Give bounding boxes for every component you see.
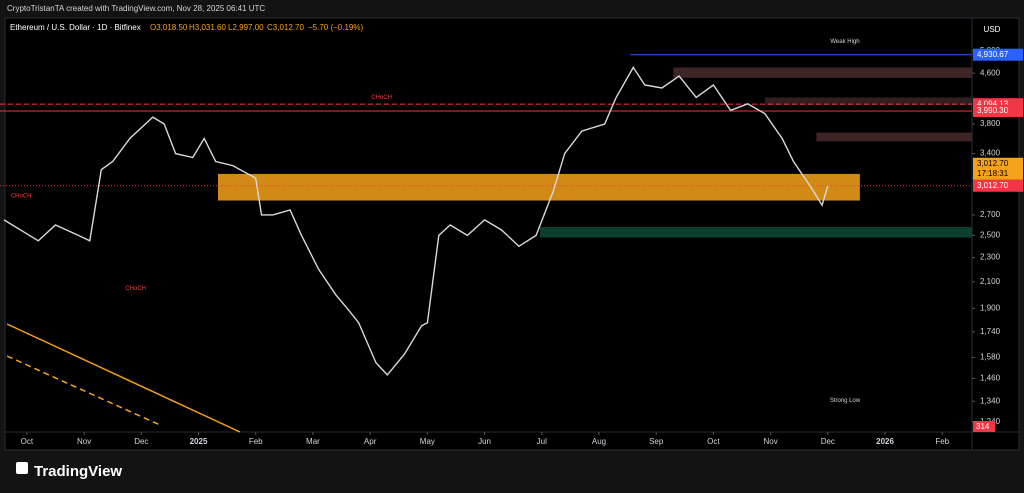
y-tick-label: 4,600 <box>980 68 1001 77</box>
annotation: Strong Low <box>830 398 861 404</box>
zone <box>217 173 860 201</box>
zone <box>540 227 972 238</box>
x-tick-label: Aug <box>592 437 606 446</box>
x-tick-label: 2025 <box>190 437 208 446</box>
chart-title: Ethereum / U.S. Dollar · 1D · Bitfinex <box>10 23 141 32</box>
y-tick-label: 2,100 <box>980 277 1001 286</box>
x-tick-label: May <box>420 437 435 446</box>
diagonals <box>6 323 241 433</box>
x-tick-label: Nov <box>764 437 778 446</box>
y-tick-label: 1,740 <box>980 327 1001 336</box>
y-tick-label: 1,900 <box>980 304 1001 313</box>
x-tick-label: Sep <box>649 437 664 446</box>
zone <box>816 132 972 142</box>
header: CryptoTristanTA created with TradingView… <box>7 4 265 13</box>
x-tick-label: Jul <box>537 437 547 446</box>
y-tick-label: 3,800 <box>980 119 1001 128</box>
annotation: CHoCH <box>11 193 32 199</box>
change: −5.70 (−0.19%) <box>308 23 363 32</box>
zone <box>673 67 972 78</box>
price-label: 3,990.30 <box>977 106 1009 115</box>
price-label: 3,012.70 <box>977 181 1009 190</box>
y-tick-label: 1,580 <box>980 353 1001 362</box>
price-label: 4,094.13 <box>977 99 1009 108</box>
countdown: 17:18:31 <box>977 169 1009 178</box>
footer-logo: TradingView <box>34 463 122 480</box>
annotation: CHoCH <box>125 286 146 292</box>
y-tick-label: 3,400 <box>980 149 1001 158</box>
x-tick-label: 2026 <box>876 437 894 446</box>
y-tick-label: 1,460 <box>980 374 1001 383</box>
x-tick-label: Feb <box>935 437 949 446</box>
zone <box>764 97 972 106</box>
ohlc-value: L2,997.00 <box>228 23 264 32</box>
trend-line <box>6 323 241 433</box>
x-tick-label: Oct <box>21 437 34 446</box>
x-tick-label: Dec <box>821 437 835 446</box>
trend-line <box>6 355 161 426</box>
currency: USD <box>984 25 1001 34</box>
y-tick-label: 1,340 <box>980 396 1001 405</box>
annotation: CHoCH <box>371 95 392 101</box>
ohlc-value: H3,031.60 <box>189 23 226 32</box>
volume-label: 314 <box>976 422 990 431</box>
price-label-bg <box>973 104 1023 117</box>
ohlc-value: C3,012.70 <box>267 23 304 32</box>
x-tick-label: Nov <box>77 437 91 446</box>
y-tick-label: 2,500 <box>980 231 1001 240</box>
price-label-bg <box>973 48 1023 61</box>
y-tick-label: 2,700 <box>980 210 1001 219</box>
x-tick-label: Jun <box>478 437 491 446</box>
x-tick-label: Mar <box>306 437 320 446</box>
x-tick-label: Feb <box>249 437 263 446</box>
x-tick-label: Dec <box>134 437 148 446</box>
price-label: 4,930.67 <box>977 50 1009 59</box>
ohlc-value: O3,018.50 <box>150 23 188 32</box>
last-price: 3,012.70 <box>977 159 1009 168</box>
price-label-bg <box>973 179 1023 192</box>
last-price-bg <box>973 157 1023 180</box>
volume-label-bg <box>973 421 995 432</box>
x-tick-label: Apr <box>364 437 377 446</box>
price-line <box>3 66 829 376</box>
logo-icon <box>16 462 28 474</box>
annotation: Weak High <box>830 39 859 45</box>
x-tick-label: Oct <box>707 437 720 446</box>
y-tick-label: 2,300 <box>980 253 1001 262</box>
